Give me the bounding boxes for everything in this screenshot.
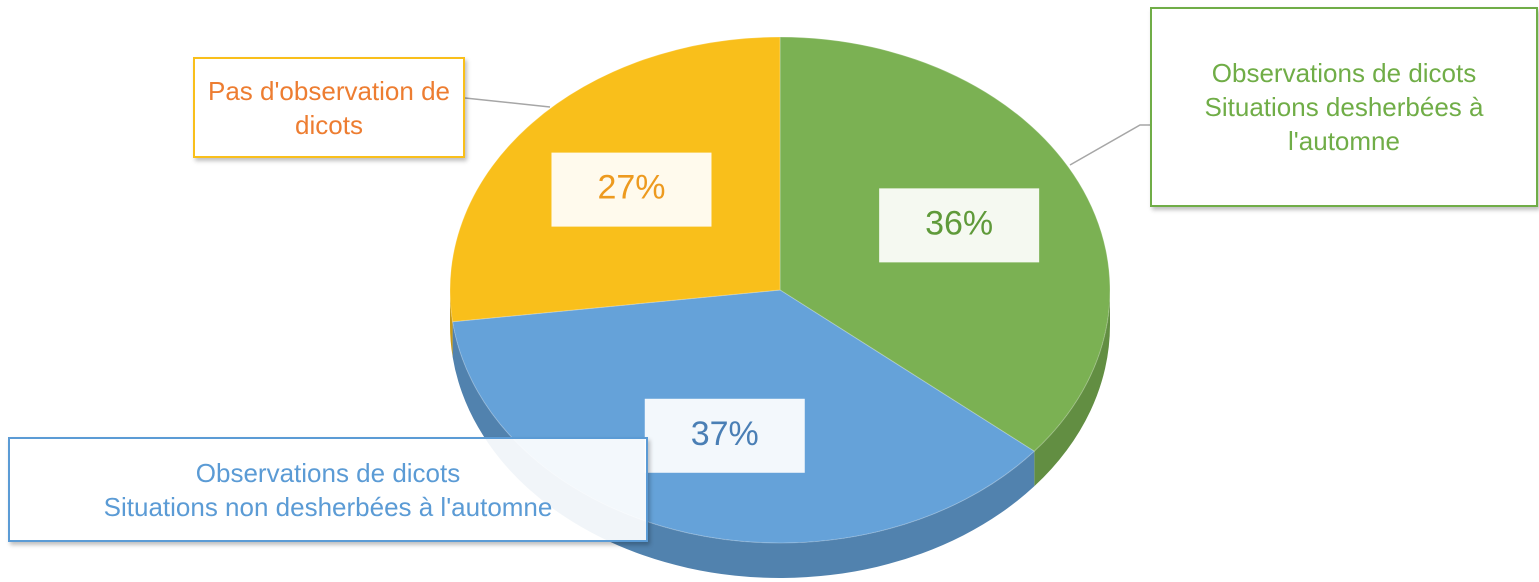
value-label: 36% bbox=[925, 204, 993, 242]
category-label: Pas d'observation de dicots bbox=[193, 57, 465, 158]
category-label: Observations de dicots Situations desher… bbox=[1150, 7, 1538, 207]
leader-line bbox=[464, 97, 551, 108]
value-label-box bbox=[644, 398, 805, 473]
leader-line bbox=[1069, 124, 1150, 166]
value-label: 37% bbox=[691, 415, 759, 453]
value-label: 27% bbox=[597, 169, 665, 207]
slice-side bbox=[1034, 290, 1110, 487]
value-label-box bbox=[879, 188, 1040, 263]
category-label: Observations de dicots Situations non de… bbox=[8, 437, 648, 542]
slice-side bbox=[450, 290, 453, 357]
value-label-box bbox=[551, 152, 712, 227]
